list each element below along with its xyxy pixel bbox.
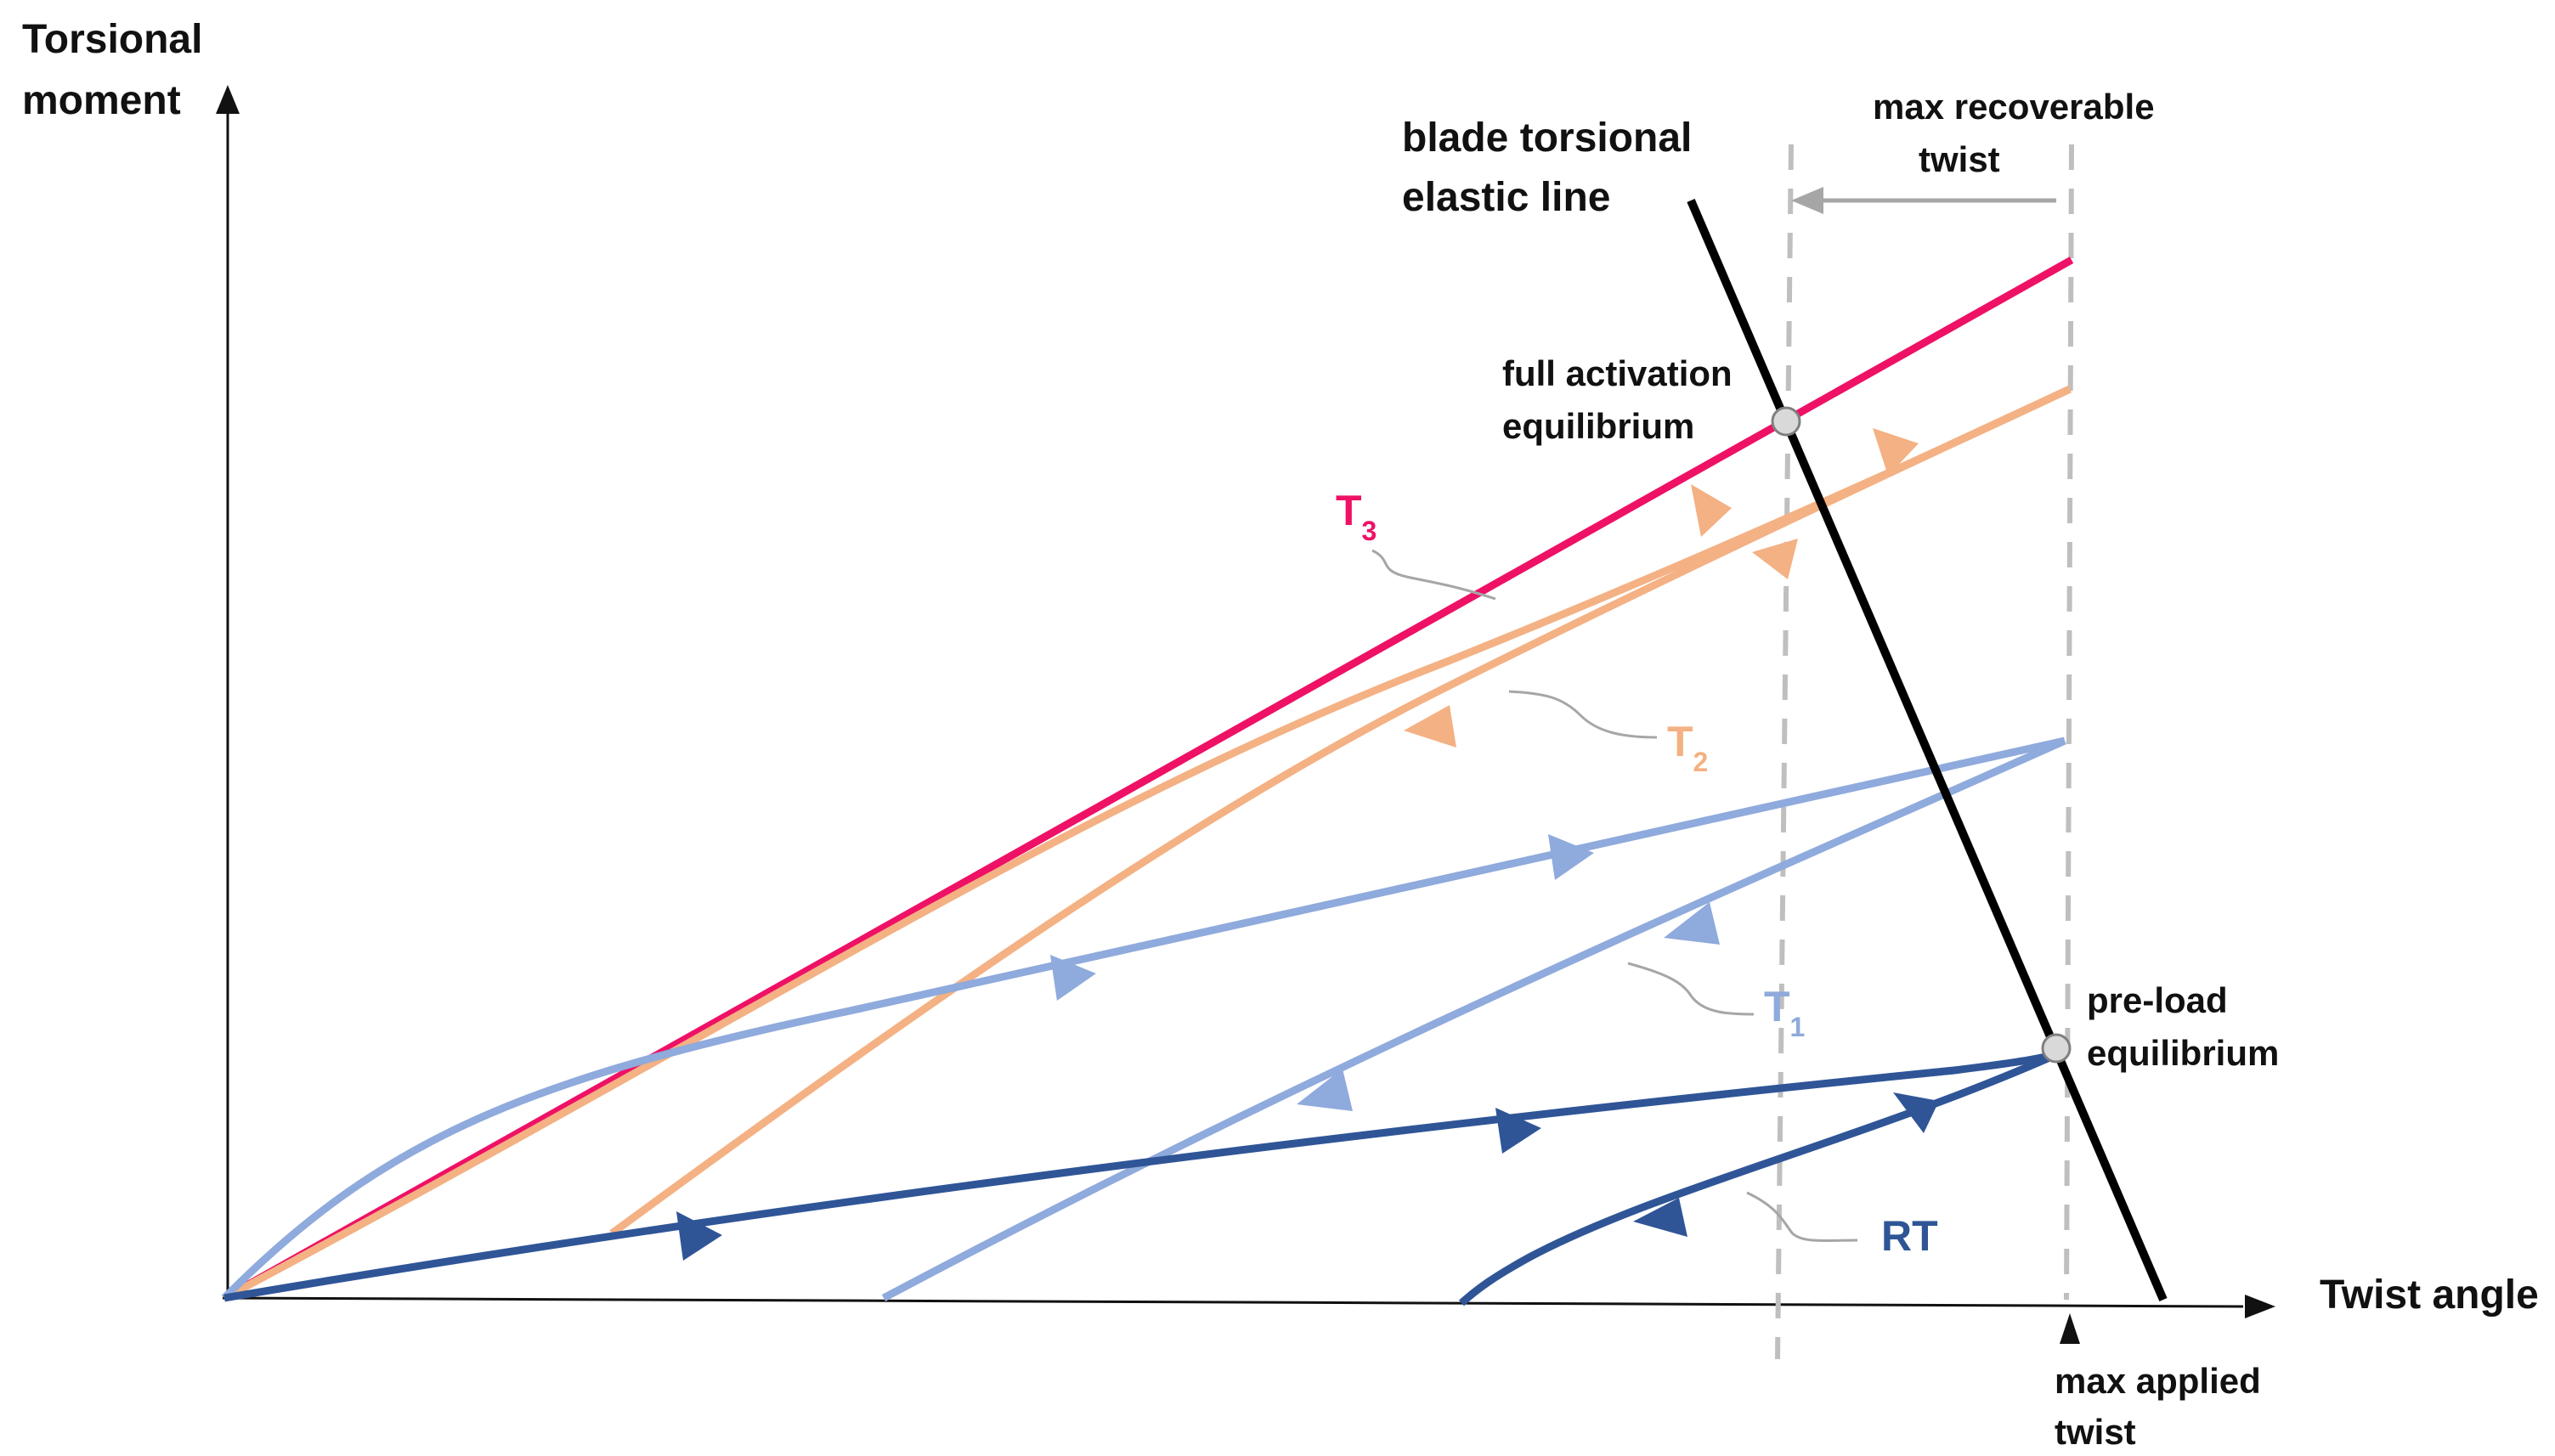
t2-arrow-load-2 [1873, 428, 1919, 476]
t1-unloading-curve [881, 736, 2066, 1301]
t1-loading-curve [221, 736, 2066, 1301]
elastic-line [1687, 199, 2168, 1301]
guide-max-applied [2064, 144, 2074, 1301]
t3-label: T3 [1336, 487, 1376, 546]
max-applied-label-line2: twist [2055, 1412, 2136, 1452]
t1-label: T1 [1764, 983, 1805, 1042]
max-applied-marker [2060, 1313, 2080, 1344]
x-axis [222, 1296, 2244, 1308]
t1-label-main: T [1764, 983, 1790, 1030]
full-activation-label-line1: full activation [1502, 353, 1733, 393]
t3-leader [1371, 549, 1496, 601]
y-axis-label-line1: Torsional [22, 17, 202, 62]
max-applied-label-line1: max applied [2055, 1361, 2261, 1401]
t1-leader [1627, 962, 1755, 1016]
t2-label-sub: 2 [1693, 747, 1709, 777]
t2-arrow-load-1 [1691, 484, 1732, 537]
t3-label-main: T [1336, 487, 1362, 534]
t1-arrow-unload-1 [1664, 902, 1720, 945]
elastic-line-label-line1: blade torsional [1402, 116, 1692, 161]
max-recoverable-label-line2: twist [1919, 139, 2000, 179]
pre-load-label-line1: pre-load [2087, 980, 2228, 1020]
max-recoverable-arrowhead [1791, 187, 1823, 214]
t1-label-sub: 1 [1790, 1012, 1806, 1042]
elastic-line-label-line2: elastic line [1402, 175, 1610, 220]
pre-load-marker [2041, 1033, 2072, 1064]
t3-curve [222, 257, 2074, 1301]
pre-load-label-line2: equilibrium [2087, 1033, 2279, 1073]
x-axis-label: Twist angle [2320, 1273, 2539, 1318]
y-axis-arrowhead [216, 85, 240, 114]
rt-arrow-unload-2 [1633, 1198, 1687, 1237]
max-recoverable-label-line1: max recoverable [1873, 87, 2155, 127]
t2-arrow-unload-1 [1752, 539, 1798, 579]
rt-label: RT [1881, 1212, 1938, 1260]
t2-arrow-unload-2 [1404, 705, 1456, 748]
t1-arrow-load-1 [1050, 955, 1096, 1001]
t1-arrow-unload-2 [1297, 1069, 1353, 1111]
x-axis-arrowhead [2245, 1295, 2275, 1318]
t2-leader [1508, 690, 1658, 739]
rt-arrow-load-1 [676, 1211, 722, 1261]
guide-max-recoverable-left [1775, 144, 1794, 1360]
t2-label: T2 [1667, 718, 1708, 777]
full-activation-label-line2: equilibrium [1502, 406, 1694, 446]
t3-label-sub: 3 [1362, 516, 1377, 546]
t1-arrow-load-2 [1548, 834, 1594, 880]
rt-arrow-unload-1 [1893, 1092, 1939, 1133]
rt-loading-curve [223, 1047, 2065, 1302]
full-activation-marker [1771, 406, 1801, 437]
t2-label-main: T [1667, 718, 1693, 765]
rt-leader [1746, 1191, 1858, 1243]
rt-arrow-load-2 [1495, 1108, 1541, 1154]
y-axis-label-line2: moment [22, 78, 181, 123]
